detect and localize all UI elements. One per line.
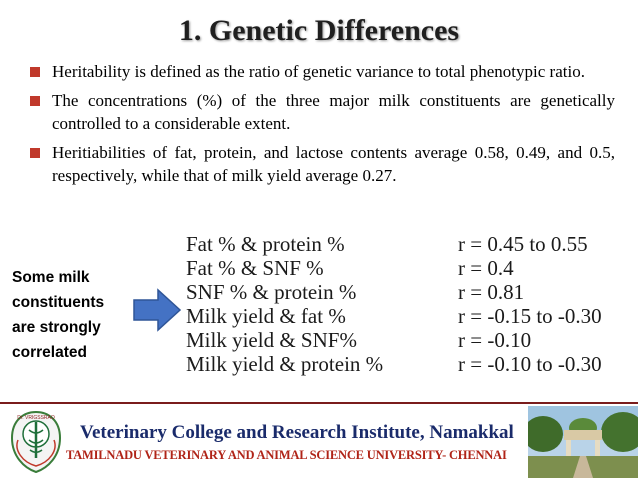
- bullet-item: Heritability is defined as the ratio of …: [30, 60, 615, 83]
- side-label-line: Some milk: [12, 269, 90, 286]
- correlation-row: Milk yield & fat % r = -0.15 to -0.30: [186, 304, 602, 328]
- correlation-value: r = 0.81: [458, 280, 525, 304]
- footer-divider: [0, 402, 638, 404]
- bullet-text: The concentrations (%) of the three majo…: [52, 91, 615, 133]
- correlation-value: r = 0.4: [458, 256, 514, 280]
- correlation-pair: SNF % & protein %: [186, 280, 357, 304]
- square-bullet-icon: [30, 148, 40, 158]
- correlation-row: SNF % & protein % r = 0.81: [186, 280, 602, 304]
- correlation-pair: Milk yield & protein %: [186, 352, 384, 376]
- institute-name: Veterinary College and Research Institut…: [80, 422, 514, 443]
- correlation-value: r = -0.15 to -0.30: [458, 304, 602, 328]
- correlation-value: r = -0.10 to -0.30: [458, 352, 602, 376]
- bullet-list: Heritability is defined as the ratio of …: [30, 60, 615, 193]
- correlation-value: r = -0.10: [458, 328, 532, 352]
- correlation-table: Fat % & protein % r = 0.45 to 0.55 Fat %…: [186, 232, 602, 376]
- correlation-row: Fat % & protein % r = 0.45 to 0.55: [186, 232, 602, 256]
- correlation-pair: Milk yield & SNF%: [186, 328, 357, 352]
- correlation-value: r = 0.45 to 0.55: [458, 232, 588, 256]
- correlation-pair: Milk yield & fat %: [186, 304, 346, 328]
- slide-title: 1. Genetic Differences: [178, 14, 460, 47]
- correlation-row: Milk yield & protein % r = -0.10 to -0.3…: [186, 352, 602, 376]
- bullet-item: The concentrations (%) of the three majo…: [30, 89, 615, 135]
- right-arrow-icon: [133, 288, 182, 332]
- university-name: TAMILNADU VETERINARY AND ANIMAL SCIENCE …: [66, 448, 507, 462]
- bullet-text: Heritiabilities of fat, protein, and lac…: [52, 143, 615, 185]
- correlation-pair: Fat % & SNF %: [186, 256, 324, 280]
- correlation-row: Milk yield & SNF% r = -0.10: [186, 328, 602, 352]
- side-label-line: constituents: [12, 294, 105, 311]
- square-bullet-icon: [30, 96, 40, 106]
- side-label-line: are strongly: [12, 319, 101, 336]
- square-bullet-icon: [30, 67, 40, 77]
- correlation-pair: Fat % & protein %: [186, 232, 345, 256]
- college-logo-icon: Dr. VRIGSSRAO: [10, 410, 62, 474]
- bullet-item: Heritiabilities of fat, protein, and lac…: [30, 141, 615, 187]
- logo-text: Dr. VRIGSSRAO: [17, 415, 55, 421]
- campus-photo: [528, 406, 638, 478]
- side-label-line: correlated: [12, 344, 87, 361]
- bullet-text: Heritability is defined as the ratio of …: [52, 62, 585, 81]
- correlation-side-label: Some milk constituents are strongly corr…: [12, 265, 130, 365]
- correlation-row: Fat % & SNF % r = 0.4: [186, 256, 602, 280]
